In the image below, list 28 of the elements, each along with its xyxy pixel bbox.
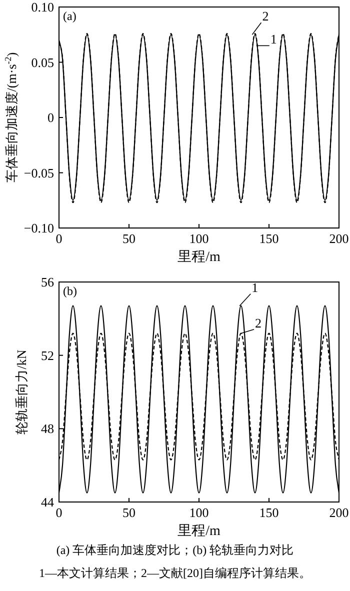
y-tick-label: 0.05 (31, 54, 54, 70)
chart-title: (b) (63, 284, 77, 298)
y-tick-label: 52 (41, 348, 54, 363)
text: (a) 车体垂向加速度对比；(b) 轮轨垂向力对比 (56, 543, 294, 557)
y-tick-label: −0.05 (24, 165, 54, 180)
x-tick-label: 100 (189, 231, 209, 246)
y-axis-title: 轮轨垂向力/kN (14, 349, 29, 434)
x-tick-label: 200 (329, 231, 349, 246)
x-tick-label: 100 (189, 505, 209, 520)
y-tick-label: −0.10 (24, 220, 54, 236)
x-tick-label: 50 (122, 505, 136, 520)
annotation: 1 (270, 32, 277, 47)
text: 1—本文计算结果；2—文献[20]自编程序计算结果。 (39, 566, 311, 580)
chart-title: (a) (63, 9, 76, 23)
x-axis-title: 里程/m (178, 250, 220, 265)
x-tick-label: 50 (122, 231, 136, 246)
y-tick-label: 48 (41, 421, 54, 436)
annotation: 1 (252, 280, 258, 295)
x-tick-label: 150 (259, 231, 279, 246)
annotation: 2 (262, 8, 269, 24)
x-tick-label: 200 (329, 505, 349, 520)
y-tick-label: 56 (41, 274, 54, 290)
annotation: 2 (255, 315, 262, 330)
x-axis-title: 里程/m (178, 524, 220, 539)
y-tick-label: 0.10 (31, 0, 54, 14)
x-tick-label: 150 (259, 505, 279, 520)
y-tick-label: 0 (48, 110, 54, 125)
y-tick-label: 44 (41, 494, 54, 510)
